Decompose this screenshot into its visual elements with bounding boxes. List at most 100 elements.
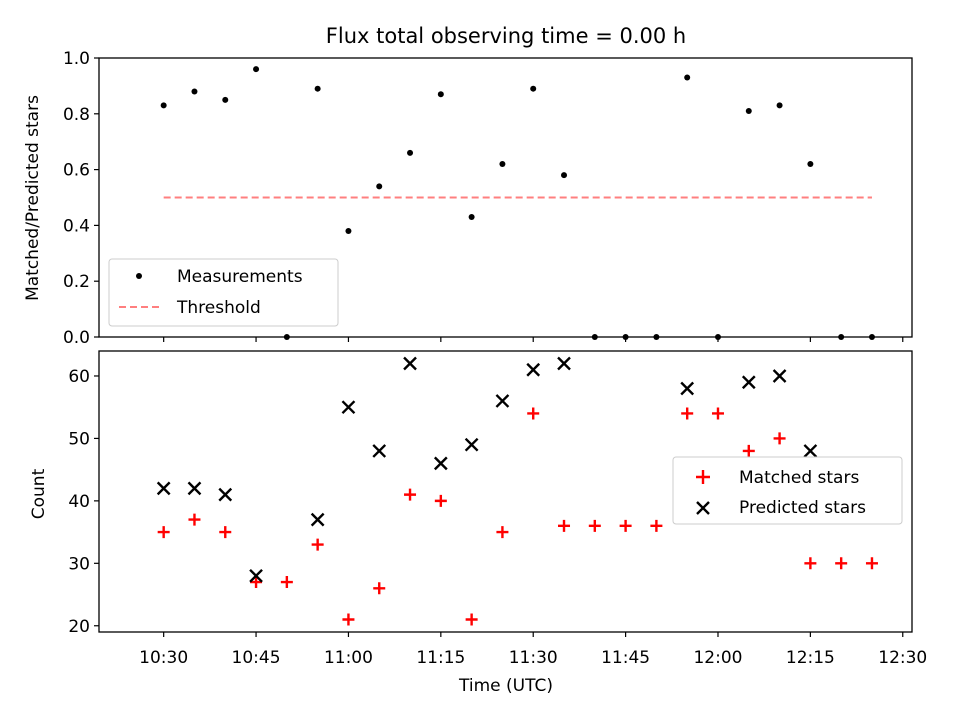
count-y-tick-label: 20 bbox=[68, 617, 90, 637]
matched-star-point bbox=[404, 488, 417, 501]
x-tick-label: 11:15 bbox=[416, 648, 465, 668]
legend-matched-marker bbox=[696, 470, 710, 484]
x-tick-label: 11:30 bbox=[509, 648, 558, 668]
measurement-point bbox=[468, 214, 475, 221]
measurement-point bbox=[314, 85, 321, 92]
count-panel: 20 30 40 50 60 10:30 10:45 11:00 11:15 11:30 11:4… bbox=[29, 350, 927, 696]
ratio-y-tick-label: 0.0 bbox=[63, 328, 90, 348]
matched-stars-points bbox=[157, 407, 878, 626]
measurement-point bbox=[253, 66, 260, 73]
legend-measurements-marker bbox=[136, 273, 142, 279]
measurement-point bbox=[745, 108, 752, 115]
matched-star-point bbox=[527, 407, 540, 420]
ratio-y-tick-label: 1.0 bbox=[63, 49, 90, 69]
predicted-star-point bbox=[495, 394, 510, 408]
measurement-point bbox=[807, 161, 814, 168]
count-y-tick-label: 50 bbox=[68, 429, 90, 449]
measurement-point bbox=[868, 334, 875, 340]
matched-star-point bbox=[742, 444, 755, 457]
measurement-point bbox=[591, 334, 598, 340]
ratio-legend: Measurements Threshold bbox=[108, 258, 339, 327]
x-tick-label: 10:45 bbox=[232, 648, 281, 668]
predicted-stars-points bbox=[156, 356, 818, 583]
matched-star-point bbox=[650, 519, 663, 532]
measurement-point bbox=[499, 161, 506, 168]
legend-predicted-marker bbox=[696, 501, 710, 515]
predicted-star-point bbox=[310, 512, 325, 527]
measurement-point bbox=[345, 227, 352, 234]
measurement-point bbox=[838, 334, 845, 340]
measurement-point bbox=[222, 96, 229, 103]
measurement-point bbox=[530, 85, 537, 92]
x-tick-label: 12:30 bbox=[878, 648, 927, 668]
predicted-star-point bbox=[341, 400, 356, 415]
legend-predicted-label: Predicted stars bbox=[739, 498, 866, 518]
predicted-star-point bbox=[772, 369, 787, 383]
matched-star-point bbox=[373, 582, 386, 595]
matched-star-point bbox=[434, 494, 447, 507]
x-axis-label: Time (UTC) bbox=[458, 676, 553, 696]
predicted-star-point bbox=[803, 444, 818, 458]
count-y-tick-label: 30 bbox=[68, 554, 90, 574]
matched-star-point bbox=[558, 519, 571, 532]
ratio-x-axis-ticks bbox=[163, 337, 904, 342]
matched-star-point bbox=[280, 576, 293, 589]
matched-star-point bbox=[342, 613, 355, 626]
measurement-point bbox=[684, 74, 691, 81]
ratio-panel: 0.0 0.2 0.4 0.6 0.8 1.0 Matched/Predicted sta… bbox=[23, 49, 913, 348]
ratio-legend-box bbox=[108, 258, 339, 327]
count-legend: Matched stars Predicted stars bbox=[672, 456, 903, 525]
x-tick-label: 12:00 bbox=[693, 648, 742, 668]
matched-star-point bbox=[496, 526, 509, 539]
matched-star-point bbox=[619, 519, 632, 532]
predicted-star-point bbox=[403, 356, 417, 371]
measurement-point bbox=[714, 334, 721, 340]
predicted-star-point bbox=[433, 456, 448, 471]
x-tick-label: 11:45 bbox=[601, 648, 650, 668]
measurement-point bbox=[437, 91, 444, 98]
matched-star-point bbox=[711, 407, 724, 420]
count-y-tick-label: 60 bbox=[68, 367, 90, 387]
predicted-star-point bbox=[557, 356, 571, 371]
measurement-point bbox=[622, 334, 629, 340]
ratio-y-axis: 0.0 0.2 0.4 0.6 0.8 1.0 bbox=[63, 49, 99, 348]
count-y-tick-label: 40 bbox=[68, 492, 90, 512]
matched-star-point bbox=[835, 557, 848, 570]
measurement-point bbox=[283, 334, 290, 340]
x-tick-label: 10:30 bbox=[139, 648, 188, 668]
measurement-points bbox=[160, 66, 875, 340]
measurement-point bbox=[407, 149, 414, 156]
ratio-y-tick-label: 0.6 bbox=[63, 161, 90, 181]
count-legend-box bbox=[672, 456, 903, 525]
legend-matched-label: Matched stars bbox=[739, 468, 859, 488]
predicted-star-point bbox=[680, 381, 695, 396]
ratio-y-tick-label: 0.8 bbox=[63, 105, 90, 125]
predicted-star-point bbox=[372, 444, 387, 458]
count-y-axis-label: Count bbox=[29, 468, 49, 519]
matched-star-point bbox=[773, 432, 786, 445]
matched-star-point bbox=[188, 513, 201, 526]
time-x-axis: 10:30 10:45 11:00 11:15 11:30 11:45 12:00 12:15… bbox=[139, 632, 927, 668]
predicted-star-point bbox=[249, 568, 263, 583]
chart-title: Flux total observing time = 0.00 h bbox=[326, 24, 686, 48]
predicted-star-point bbox=[156, 481, 171, 496]
matched-star-point bbox=[804, 557, 817, 570]
measurement-point bbox=[191, 88, 198, 95]
ratio-y-tick-label: 0.2 bbox=[63, 272, 90, 292]
matched-star-point bbox=[219, 526, 232, 539]
measurement-point bbox=[561, 172, 568, 179]
legend-threshold-label: Threshold bbox=[176, 298, 261, 318]
predicted-star-point bbox=[218, 487, 233, 502]
matched-star-point bbox=[157, 526, 170, 539]
matched-star-point bbox=[465, 613, 478, 626]
predicted-star-point bbox=[741, 375, 756, 390]
legend-measurements-label: Measurements bbox=[177, 267, 303, 287]
matched-star-point bbox=[681, 407, 694, 420]
ratio-y-tick-label: 0.4 bbox=[63, 216, 90, 236]
matched-star-point bbox=[250, 576, 263, 589]
measurement-point bbox=[653, 334, 660, 340]
x-tick-label: 11:00 bbox=[324, 648, 373, 668]
predicted-star-point bbox=[187, 481, 202, 496]
predicted-star-point bbox=[526, 362, 541, 377]
